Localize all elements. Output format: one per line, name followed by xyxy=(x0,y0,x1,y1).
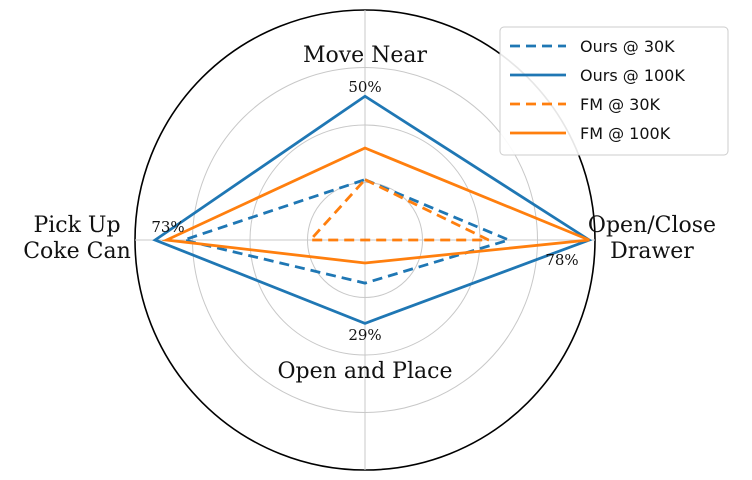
peak-label-3: 73% xyxy=(151,218,184,236)
axis-label-1: Open/Close Drawer xyxy=(588,213,716,264)
axis-label-0: Move Near xyxy=(303,43,428,68)
peak-label-2: 29% xyxy=(348,326,381,344)
legend-label-0: Ours @ 30K xyxy=(580,37,675,56)
legend-label-2: FM @ 30K xyxy=(580,95,661,114)
grid-layer xyxy=(134,9,596,471)
peak-label-1: 78% xyxy=(545,251,578,269)
axis-label-2: Open and Place xyxy=(278,359,453,384)
series-line-0 xyxy=(178,178,513,285)
legend-label-1: Ours @ 100K xyxy=(580,66,685,85)
legend-label-3: FM @ 100K xyxy=(580,124,671,143)
peak-label-0: 50% xyxy=(348,78,381,96)
series-line-1 xyxy=(152,94,593,325)
series-line-3 xyxy=(161,146,590,265)
axis-label-3: Pick Up Coke Can xyxy=(23,213,131,264)
legend: Ours @ 30K Ours @ 100K FM @ 30K FM @ 100K xyxy=(499,26,729,156)
series-layer xyxy=(152,94,593,325)
legend-box xyxy=(499,26,729,156)
labels-layer: Move Near 50% Open/Close Drawer 78% Open and … xyxy=(23,43,716,384)
series-line-2 xyxy=(307,177,490,242)
